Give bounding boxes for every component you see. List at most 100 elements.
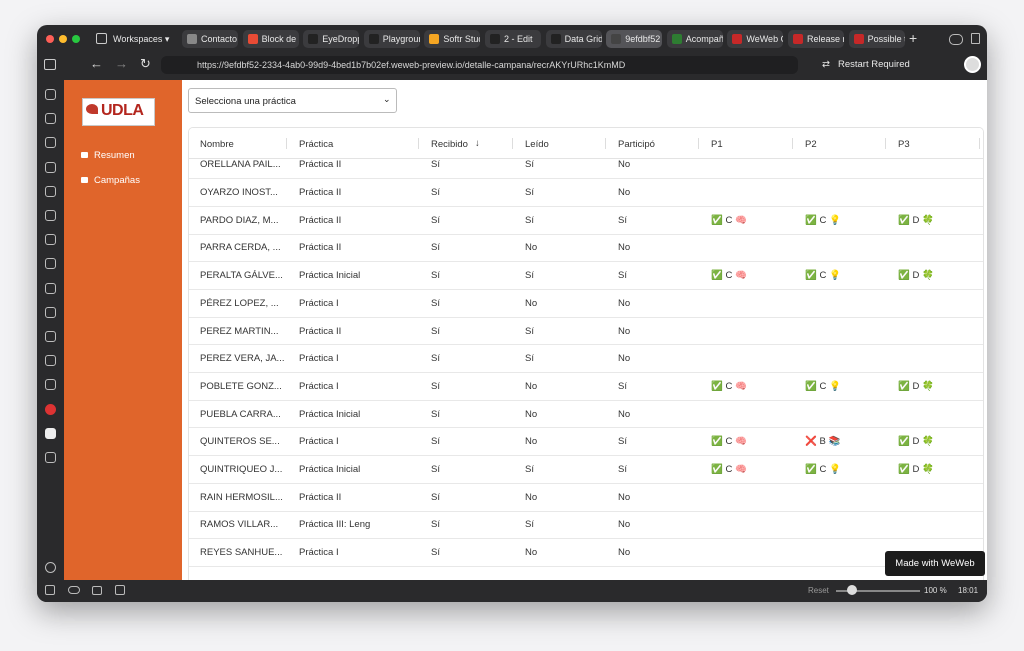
sidebar-icon[interactable] <box>45 210 56 221</box>
browser-tab[interactable]: Possible t <box>848 30 905 48</box>
browser-tab[interactable]: EyeDropp <box>303 30 360 48</box>
grid-row[interactable]: PARDO DIAZ, M... Práctica II Sí Sí Sí ✅ C 🧠 ✅ … <box>189 207 983 235</box>
workspaces-button[interactable]: Workspaces ▾ <box>96 32 169 46</box>
grid-row[interactable]: PEREZ VERA, JA... Práctica I Sí Sí No <box>189 345 983 374</box>
zoom-slider[interactable] <box>836 590 920 592</box>
browser-tab[interactable]: Acompañ <box>666 30 723 48</box>
column-header[interactable]: Leído <box>525 139 549 150</box>
sidebar-icon[interactable] <box>45 258 56 270</box>
sidebar-icon[interactable] <box>45 403 56 415</box>
grid-cell: Práctica II <box>299 242 342 254</box>
browser-tab[interactable]: Release n <box>788 30 844 48</box>
sidebar-icon[interactable] <box>45 234 56 246</box>
tab-title: Possible t <box>867 34 905 44</box>
sidebar-toggle[interactable] <box>44 59 56 70</box>
sidebar-icon[interactable] <box>45 137 56 149</box>
grid-cell: Práctica I <box>299 297 339 309</box>
sidebar-icon[interactable] <box>45 452 56 463</box>
forward-button[interactable]: → <box>115 56 128 71</box>
profile-avatar[interactable] <box>964 56 981 73</box>
tab-favicon <box>550 34 561 44</box>
grid-cell: Práctica Inicial <box>299 270 361 282</box>
sort-icon: ↓ <box>475 138 480 149</box>
grid-row[interactable]: OYARZO INOST... Práctica II Sí Sí No <box>189 179 983 207</box>
grid-cell: ✅ D 🍀 <box>898 214 934 226</box>
close-button[interactable] <box>46 35 54 43</box>
address-bar[interactable]: https://9efdbf52-2334-4ab0-99d9-4bed1b7b… <box>161 56 798 74</box>
browser-tab[interactable]: Contacto <box>182 30 238 48</box>
zoom-thumb[interactable] <box>847 585 857 595</box>
grid-row[interactable]: PEREZ MARTIN... Práctica II Sí Sí No <box>189 318 983 346</box>
sidebar-icon[interactable] <box>45 427 56 439</box>
sidebar-icon[interactable] <box>45 379 56 391</box>
grid-row[interactable]: POBLETE GONZ... Práctica I Sí No Sí ✅ C 🧠 ✅ C … <box>189 373 983 401</box>
grid-cell: ✅ C 💡 <box>805 270 841 282</box>
browser-tab[interactable]: Softr Stud <box>424 30 481 48</box>
grid-row[interactable]: RAMOS VILLAR... Práctica III: Leng Sí Sí No <box>189 512 983 540</box>
grid-row[interactable]: RAIN HERMOSIL... Práctica II Sí No No <box>189 484 983 512</box>
column-header[interactable]: Práctica <box>299 139 334 150</box>
column-header[interactable]: Nombre <box>200 139 234 150</box>
nav-item[interactable]: Resumen <box>81 150 135 161</box>
sidebar-icon[interactable] <box>45 282 56 294</box>
browser-tab[interactable]: Playgroun <box>363 30 420 48</box>
sidebar-icon[interactable] <box>45 306 56 318</box>
grid-row[interactable]: QUINTRIQUEO J... Práctica Inicial Sí Sí Sí ✅ … <box>189 456 983 484</box>
browser-tab[interactable]: Block de <box>242 30 299 48</box>
url: https://9efdbf52-2334-4ab0-99d9-4bed1b7b… <box>197 60 626 70</box>
weweb-badge[interactable]: Made with WeWeb <box>885 551 985 576</box>
grid-cell: QUINTEROS SE... <box>200 436 280 448</box>
sidebar-icon[interactable] <box>45 89 56 100</box>
sidebar-icon[interactable] <box>45 185 56 197</box>
grid-cell: PEREZ VERA, JA... <box>200 353 285 365</box>
grid-row[interactable]: PARRA CERDA, ... Práctica II Sí No No <box>189 235 983 263</box>
grid-row[interactable]: REYES SANHUE... Práctica I Sí No No <box>189 539 983 567</box>
practice-select[interactable]: Selecciona una práctica ⌄ <box>188 88 397 113</box>
sidebar-icon[interactable] <box>45 331 56 342</box>
grid-row[interactable]: QUINTEROS SE... Práctica I Sí No Sí ✅ C 🧠 ❌ B … <box>189 429 983 457</box>
grid-cell: REYES SANHUE... <box>200 547 283 559</box>
grid-cell: No <box>618 325 631 337</box>
grid-cell: Sí <box>431 325 440 337</box>
browser-tab[interactable]: WeWeb C <box>727 30 784 48</box>
grid-row[interactable]: PÉREZ LOPEZ, ... Práctica I Sí No No <box>189 290 983 318</box>
sidebar-icon[interactable] <box>45 355 56 367</box>
zoom-button[interactable] <box>72 35 80 43</box>
data-grid: ORELLANA PAIL... Práctica II Sí Sí No OYARZO … <box>188 127 984 580</box>
new-tab[interactable]: + <box>909 30 918 46</box>
browser-tab[interactable]: 9efdbf52 <box>606 30 663 48</box>
grid-cell: No <box>525 242 538 254</box>
settings-icon[interactable] <box>45 562 56 573</box>
viewport: UDLA Resumen Campañas Selecciona una prác… <box>64 80 987 580</box>
sidebar-icon[interactable] <box>45 113 56 125</box>
browser-tab[interactable]: 2 - Edit <box>485 30 541 48</box>
grid-cell: PARDO DIAZ, M... <box>200 214 279 226</box>
grid-body: ORELLANA PAIL... Práctica II Sí Sí No OYARZO … <box>189 158 983 580</box>
trash-icon[interactable] <box>971 33 980 44</box>
reload-button[interactable]: ↻ <box>140 56 151 71</box>
nav-item[interactable]: Campañas <box>81 175 140 186</box>
sidebar-icon[interactable] <box>45 161 56 173</box>
cloud-icon[interactable] <box>949 34 963 45</box>
column-header[interactable]: Recibido <box>431 139 468 150</box>
grid-row[interactable]: PERALTA GÁLVE... Práctica Inicial Sí Sí Sí ✅ … <box>189 262 983 290</box>
column-header[interactable]: P3 <box>898 139 910 150</box>
grid-cell: Práctica III: Leng <box>299 519 371 531</box>
column-header[interactable]: P1 <box>711 139 723 150</box>
tab-title: Contacto <box>201 34 238 44</box>
grid-cell: Sí <box>431 519 440 531</box>
grid-cell: Sí <box>525 270 534 282</box>
tab-title: EyeDropp <box>322 34 360 44</box>
browser-tab[interactable]: Data Grid <box>545 30 602 48</box>
grid-row[interactable]: PUEBLA CARRA... Práctica Inicial Sí No No <box>189 401 983 429</box>
restart-button[interactable]: ⇄ Restart Required <box>822 59 910 70</box>
column-header[interactable]: Participó <box>618 139 655 150</box>
grid-row[interactable]: ORELLANA PAIL... Práctica II Sí Sí No <box>189 158 983 180</box>
reset-zoom[interactable]: Reset <box>808 586 829 595</box>
minimize-button[interactable] <box>59 35 67 43</box>
column-header[interactable]: P2 <box>805 139 817 150</box>
grid-cell: QUINTRIQUEO J... <box>200 464 283 476</box>
back-button[interactable]: ← <box>90 56 103 71</box>
tab-favicon <box>671 34 682 44</box>
status-bar: Reset 100 % 18:01 <box>37 580 987 602</box>
